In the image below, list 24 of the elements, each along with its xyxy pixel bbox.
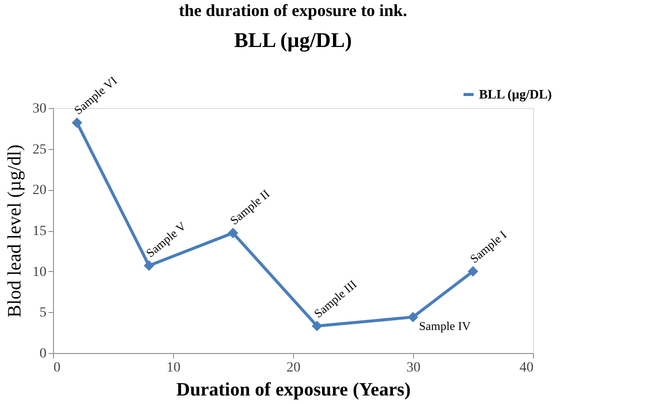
chart-title: BLL (µg/DL) (234, 28, 352, 52)
x-tick-label: 10 (166, 360, 180, 376)
point (228, 228, 238, 238)
point (408, 312, 418, 322)
x-tick-label: 30 (406, 360, 420, 376)
y-tick-label: 30 (32, 102, 46, 116)
legend-label: BLL (µg/DL) (479, 86, 552, 102)
y-tick-label: 25 (32, 142, 46, 158)
point (144, 260, 154, 271)
y-tick-label: 5 (40, 306, 46, 321)
y-tick-label: 15 (32, 224, 46, 239)
y-tick-label: 20 (32, 183, 46, 198)
x-axis-title: Duration of exposure (Years) (176, 380, 411, 400)
text: the duration of exposure to ink. (178, 1, 408, 20)
x-tick-label: 0 (54, 360, 60, 376)
y-tick-label: 0 (40, 346, 46, 362)
point (468, 266, 478, 277)
y-axis-title: Blod lead level (µg/dl) (4, 144, 26, 318)
point (72, 117, 82, 128)
x-tick-label: 40 (520, 360, 534, 376)
annotation: Sample IV (419, 319, 471, 334)
x-tick-label: 20 (286, 360, 300, 376)
y-tick-label: 10 (32, 264, 46, 280)
point (312, 320, 322, 332)
